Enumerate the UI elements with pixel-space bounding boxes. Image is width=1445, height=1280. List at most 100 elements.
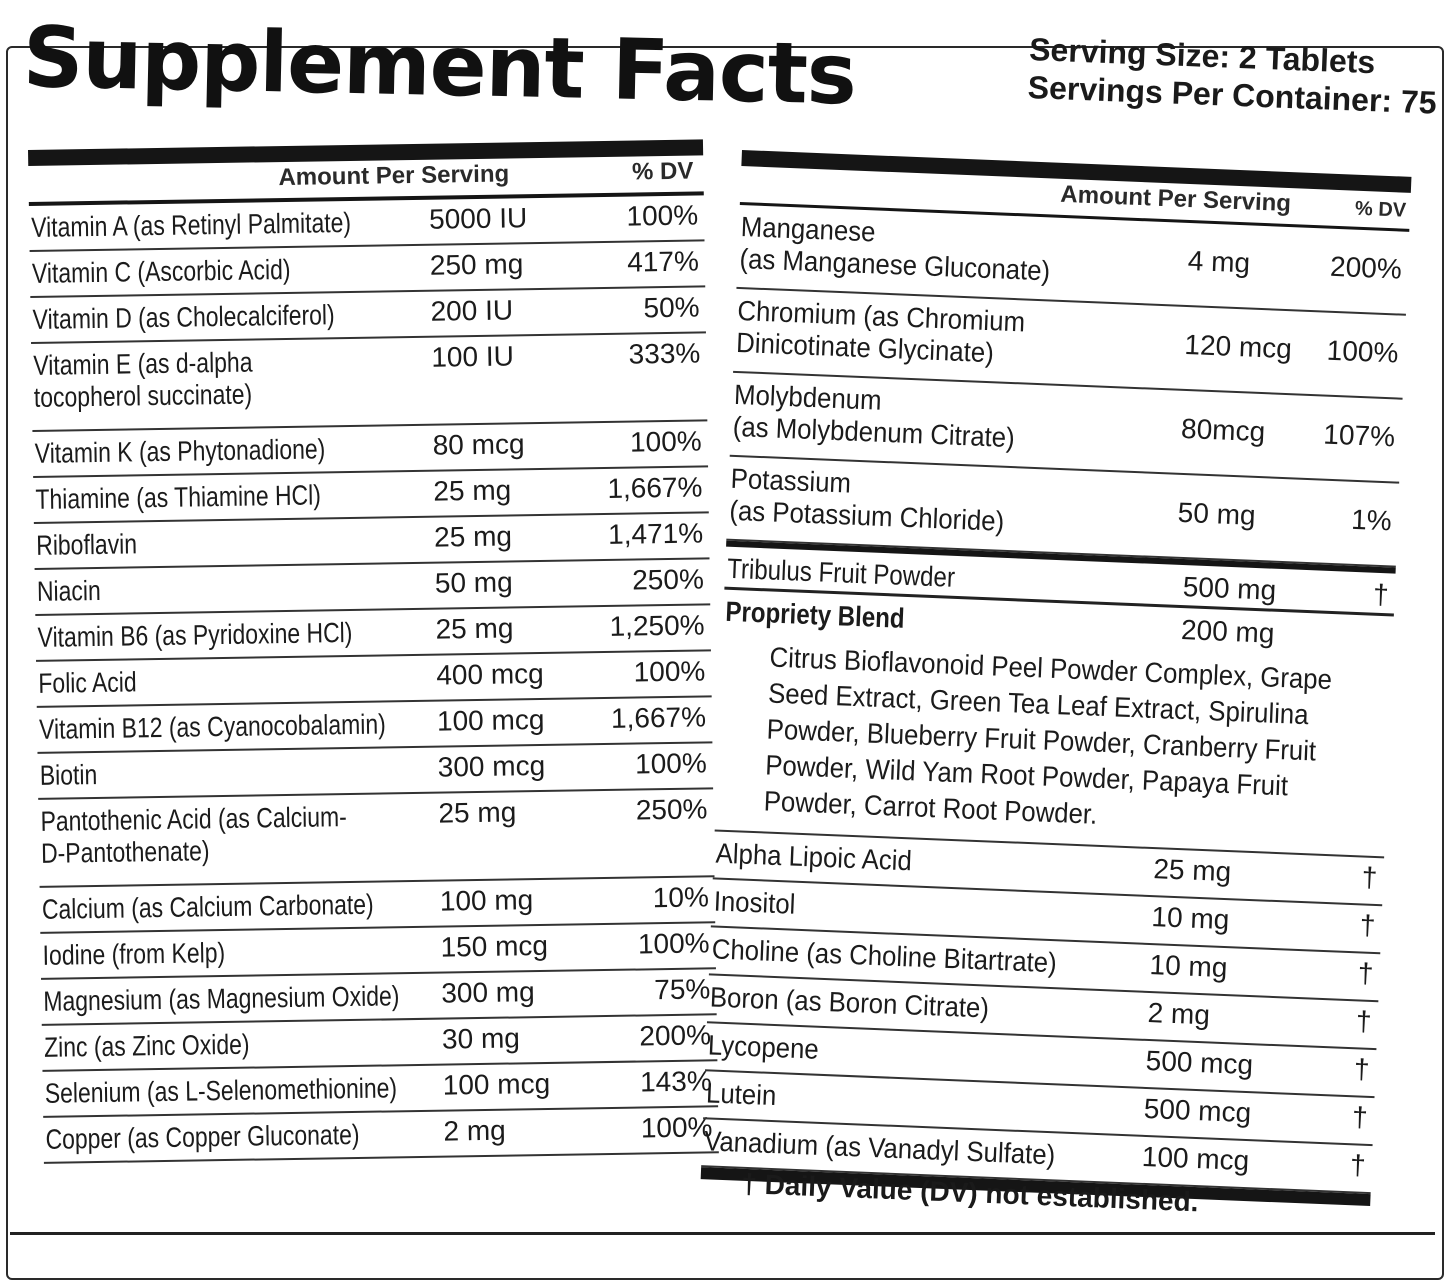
nutrient-amount: 150 mcg [440,929,549,963]
nutrient-name: Iodine (from Kelp) [42,937,226,971]
nutrient-dv: 333% [628,337,701,370]
nutrient-dv: † [1351,1101,1369,1133]
nutrient-name: Selenium (as L-Selenomethionine) [44,1072,398,1109]
nutrient-name: Calcium (as Calcium Carbonate) [41,888,374,925]
nutrient-dv: 100% [633,655,706,688]
nutrient-dv: 250% [635,793,708,826]
nutrient-dv: 1,667% [607,471,703,504]
nutrient-name: Chromium (as Chromium Dinicotinate Glyci… [735,294,1026,369]
nutrient-amount: 500 mcg [1143,1092,1252,1129]
nutrient-amount: 30 mg [441,1022,521,1055]
nutrient-name: Pantothenic Acid (as Calcium- D-Pantothe… [40,801,348,869]
nutrient-amount: 100 mcg [1141,1140,1250,1177]
nutrient-dv: 10% [652,881,710,914]
bottom-divider [10,1232,1435,1235]
nutrient-name: Vitamin D (as Cholecalciferol) [32,299,335,335]
nutrient-dv: 75% [653,973,711,1006]
nutrient-dv: 143% [639,1065,712,1098]
nutrient-name: Lutein [705,1077,777,1112]
nutrient-name: Inositol [713,885,797,920]
nutrient-amount: 500 mcg [1145,1044,1254,1081]
left-nutrient-list: Vitamin A (as Retinyl Palmitate) 5000 IU 1… [28,195,719,1164]
nutrient-amount: 5000 IU [428,202,528,235]
nutrient-amount: 100 mcg [442,1067,551,1101]
nutrient-name: Vitamin K (as Phytonadione) [34,433,326,469]
nutrient-amount: 4 mg [1187,244,1251,279]
nutrient-dv: 100% [629,425,702,458]
nutrient-name: Vitamin B6 (as Pyridoxine HCl) [37,616,353,653]
blend-amount: 200 mg [1180,614,1276,649]
nutrient-dv: 200% [1329,250,1403,285]
nutrient-amount: 25 mg [433,520,513,553]
nutrient-dv: † [1361,861,1378,894]
nutrient-dv: † [1357,957,1375,989]
amount-header-right: Amount Per Serving [1059,180,1292,218]
nutrient-dv: 250% [631,563,705,596]
nutrient-amount: 25 mg [435,612,514,645]
nutrient-amount: 50 mg [1177,496,1257,531]
nutrient-amount: 100 mcg [436,703,545,737]
nutrient-amount: 80mcg [1180,412,1266,448]
amount-header: Amount Per Serving [278,160,510,192]
nutrient-name: Folic Acid [38,666,137,699]
nutrient-name: Vitamin B12 (as Cyanocobalamin) [38,708,387,745]
nutrient-dv: 50% [643,291,700,324]
nutrient-name: Magnesium (as Magnesium Oxide) [43,980,400,1017]
nutrient-name: Manganese (as Manganese Gluconate) [739,211,1051,287]
nutrient-name: Copper (as Copper Gluconate) [45,1118,360,1155]
left-column: Amount Per Serving % DV Vitamin A (as Re… [28,139,719,1164]
nutrient-dv: 100% [1326,334,1400,369]
nutrient-row: Pantothenic Acid (as Calcium- D-Pantothe… [38,789,715,888]
nutrient-amount: 25 mg [438,796,517,829]
blend-row: Propriety Blend 200 mg Citrus Bioflavono… [714,589,1394,859]
right-column: Amount Per Serving % DV Manganese (as Ma… [700,150,1412,1207]
nutrient-name: Alpha Lipoic Acid [715,837,913,877]
nutrient-dv: † [1359,909,1377,942]
nutrient-dv: 100% [634,747,707,780]
nutrient-dv: † [1353,1053,1371,1085]
nutrient-amount: 2 mg [443,1114,506,1147]
dv-header-right: % DV [1354,197,1407,222]
nutrient-dv: 107% [1322,418,1396,453]
nutrient-amount: 10 mg [1149,949,1229,984]
nutrient-amount: 25 mg [433,474,512,507]
nutrient-dv: † [1372,578,1390,611]
nutrient-amount: 50 mg [434,566,513,599]
nutrient-amount: 120 mcg [1183,328,1293,365]
nutrient-name: Thiamine (as Thiamine HCl) [35,479,322,515]
nutrient-name: Tribulus Fruit Powder [726,552,956,593]
nutrient-dv: 100% [626,199,699,232]
nutrient-dv: 1,471% [607,517,704,550]
serving-info: Serving Size: 2 Tablets Servings Per Con… [1027,30,1439,122]
nutrient-dv: † [1349,1149,1367,1181]
right-nutrient-list-2: Alpha Lipoic Acid 25 mg † Inositol 10 mg † Cho… [701,831,1385,1195]
nutrient-amount: 300 mcg [437,749,546,783]
nutrient-name: Niacin [36,574,101,607]
nutrient-dv: 1% [1350,503,1393,537]
nutrient-name: Molybdenum (as Molybdenum Citrate) [732,378,1016,454]
nutrient-name: Choline (as Choline Bitartrate) [711,933,1058,979]
nutrient-name: Biotin [39,758,98,791]
nutrient-name: Potassium (as Potassium Chloride) [728,462,1005,537]
nutrient-name: Vitamin E (as d-alpha tocopherol succina… [33,346,253,413]
nutrient-name: Vanadium (as Vanadyl Sulfate) [703,1125,1056,1171]
nutrient-dv: 200% [639,1019,712,1052]
nutrient-amount: 100 IU [431,340,515,373]
right-nutrient-list: Manganese (as Manganese Gluconate) 4 mg 20… [726,204,1410,568]
nutrient-dv: 417% [626,245,700,278]
nutrient-amount: 100 mg [439,884,534,917]
nutrient-name: Boron (as Boron Citrate) [709,981,990,1024]
nutrient-dv: 1,250% [609,609,705,642]
nutrient-amount: 2 mg [1147,996,1211,1031]
nutrient-dv: † [1355,1005,1373,1037]
nutrient-amount: 200 IU [430,294,514,327]
nutrient-name: Riboflavin [35,528,138,561]
dv-header: % DV [631,157,694,186]
nutrient-amount: 250 mg [429,248,524,281]
nutrient-amount: 10 mg [1150,901,1230,936]
nutrient-name: Lycopene [707,1029,820,1065]
nutrient-amount: 80 mcg [432,428,525,461]
nutrient-name: Vitamin C (Ascorbic Acid) [31,253,291,289]
blend-name: Propriety Blend [724,595,906,634]
nutrient-amount: 25 mg [1152,853,1232,888]
